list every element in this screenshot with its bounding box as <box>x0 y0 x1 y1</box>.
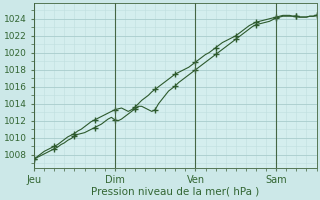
X-axis label: Pression niveau de la mer( hPa ): Pression niveau de la mer( hPa ) <box>91 187 260 197</box>
